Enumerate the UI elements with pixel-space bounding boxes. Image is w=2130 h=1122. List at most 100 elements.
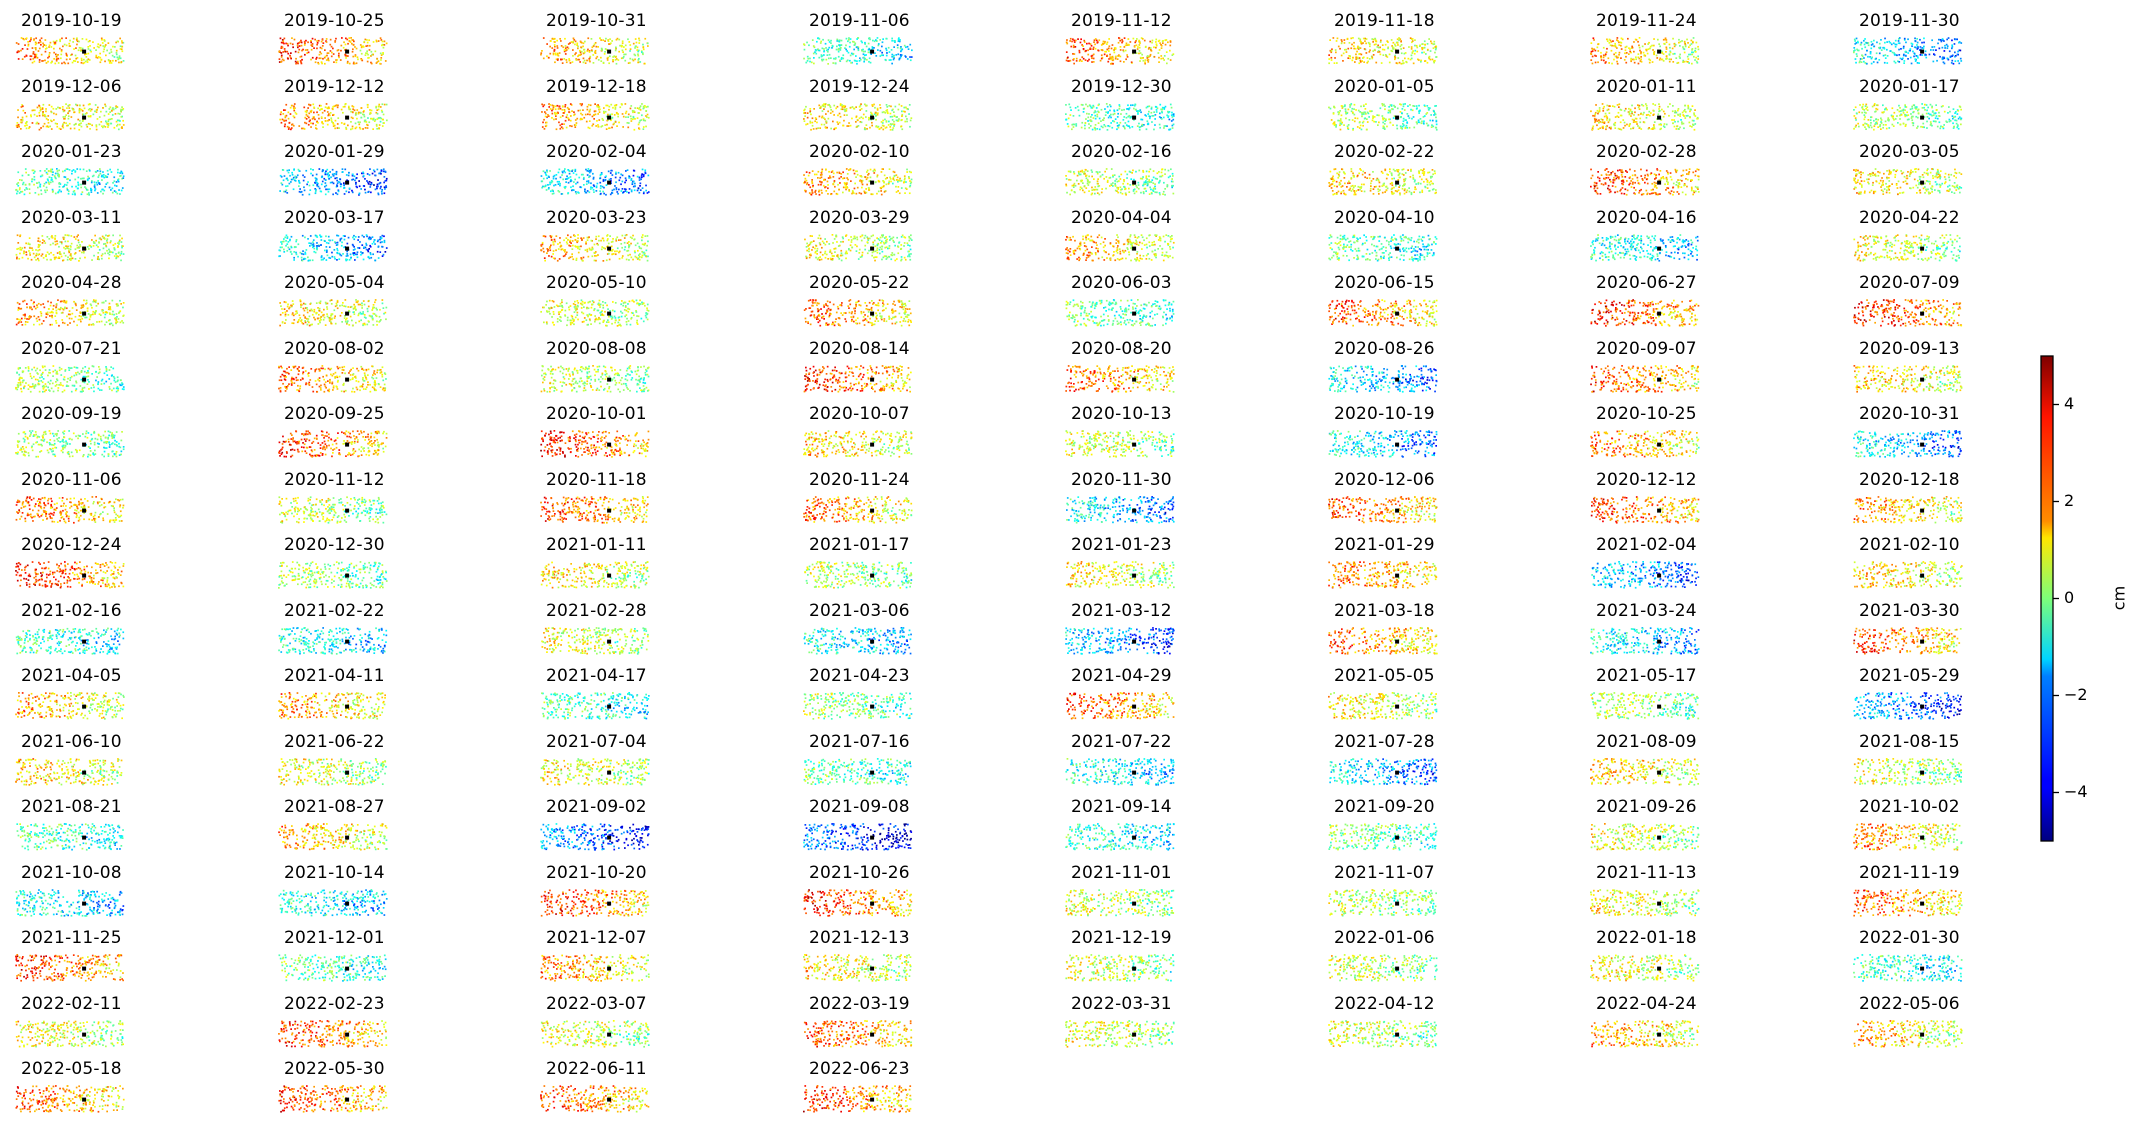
scatter-point — [565, 61, 568, 64]
scatter-point — [546, 171, 548, 173]
scatter-point — [1925, 56, 1928, 59]
scatter-point — [1921, 102, 1923, 105]
scatter-point — [1861, 54, 1863, 57]
scatter-point — [372, 41, 375, 43]
scatter-point — [831, 47, 833, 49]
scatter-point — [626, 169, 629, 171]
scatter-point — [1425, 122, 1428, 124]
scatter-point — [876, 107, 879, 109]
scatter-point — [827, 63, 829, 65]
scatter-point — [582, 173, 584, 176]
scatter-point — [377, 185, 379, 188]
scatter-point — [1340, 114, 1343, 116]
scatter-point — [96, 117, 99, 120]
scatter-point — [1900, 48, 1902, 50]
scatter-point — [845, 60, 848, 63]
scatter-point — [56, 168, 58, 170]
scatter-point — [366, 105, 369, 108]
scatter-point — [559, 115, 562, 118]
scatter-point — [837, 48, 840, 51]
scatter-point — [613, 113, 616, 116]
scatter-point — [1649, 114, 1651, 116]
scatter-point — [1345, 51, 1348, 53]
scatter-point — [374, 188, 377, 191]
scatter-point — [17, 123, 20, 126]
scatter-point — [97, 106, 99, 108]
scatter-point — [1399, 38, 1402, 40]
scatter-point — [844, 108, 847, 111]
scatter-point — [853, 48, 855, 51]
scatter-point — [1127, 38, 1130, 40]
scatter-point — [588, 59, 591, 62]
scatter-point — [1092, 61, 1095, 63]
scatter-point — [621, 174, 624, 177]
scatter-point — [1902, 47, 1905, 50]
scatter-point — [1090, 44, 1093, 47]
scatter-point — [314, 38, 316, 41]
scatter-point — [1677, 113, 1680, 116]
scatter-point — [335, 37, 337, 40]
scatter-point — [301, 193, 304, 196]
scatter-point — [1922, 125, 1924, 128]
scatter-point — [82, 104, 85, 106]
scatter-point — [1864, 38, 1866, 40]
scatter-point — [87, 122, 90, 125]
scatter-point — [1917, 45, 1919, 48]
scatter-point — [67, 62, 70, 65]
scatter-point — [1376, 46, 1379, 48]
scatter-point — [1881, 111, 1884, 113]
scatter-point — [376, 57, 378, 60]
scatter-point — [864, 126, 866, 129]
scatter-point — [1913, 110, 1915, 113]
scatter-point — [1373, 120, 1375, 122]
scatter-point — [324, 193, 327, 196]
scatter-point — [1161, 40, 1164, 43]
scatter-point — [1888, 118, 1890, 121]
scatter-point — [810, 113, 812, 115]
scatter-point — [572, 55, 574, 57]
scatter-point — [336, 49, 339, 52]
scatter-point — [44, 189, 46, 192]
scatter-point — [562, 127, 564, 129]
scatter-point — [1335, 51, 1337, 54]
scatter-point — [63, 176, 66, 178]
scatter-point — [1907, 38, 1909, 41]
scatter-point — [805, 105, 807, 108]
scatter-point — [600, 39, 602, 41]
scatter-point — [1926, 109, 1928, 111]
scatter-point — [871, 121, 873, 124]
scatter-point — [290, 52, 292, 54]
scatter-point — [1110, 63, 1112, 65]
scatter-point — [810, 128, 812, 131]
scatter-point — [1384, 104, 1386, 107]
scatter-point — [625, 170, 627, 172]
scatter-point — [1911, 118, 1914, 121]
scatter-point — [629, 107, 632, 109]
scatter-point — [282, 40, 285, 43]
scatter-point — [1166, 124, 1168, 127]
scatter-point — [25, 115, 28, 117]
scatter-point — [45, 168, 48, 170]
scatter-point — [1428, 38, 1430, 40]
scatter-point — [326, 168, 329, 171]
scatter-point — [351, 42, 353, 45]
scatter-point — [866, 104, 868, 106]
scatter-point — [1853, 47, 1856, 49]
scatter-point — [634, 38, 637, 40]
scatter-point — [1643, 54, 1646, 57]
scatter-point — [591, 46, 594, 49]
scatter-point — [1084, 121, 1087, 124]
scatter-point — [1957, 123, 1959, 126]
scatter-point — [1359, 40, 1362, 42]
scatter-point — [622, 125, 624, 128]
scatter-point — [1408, 46, 1410, 48]
scatter-point — [346, 38, 349, 41]
scatter-point — [1616, 47, 1618, 49]
scatter-point — [870, 111, 872, 113]
scatter-point — [906, 58, 909, 60]
scatter-point — [1907, 58, 1909, 60]
scatter-point — [876, 40, 878, 42]
scatter-point — [827, 50, 829, 53]
scatter-point — [1679, 40, 1682, 43]
scatter-point — [837, 55, 840, 58]
